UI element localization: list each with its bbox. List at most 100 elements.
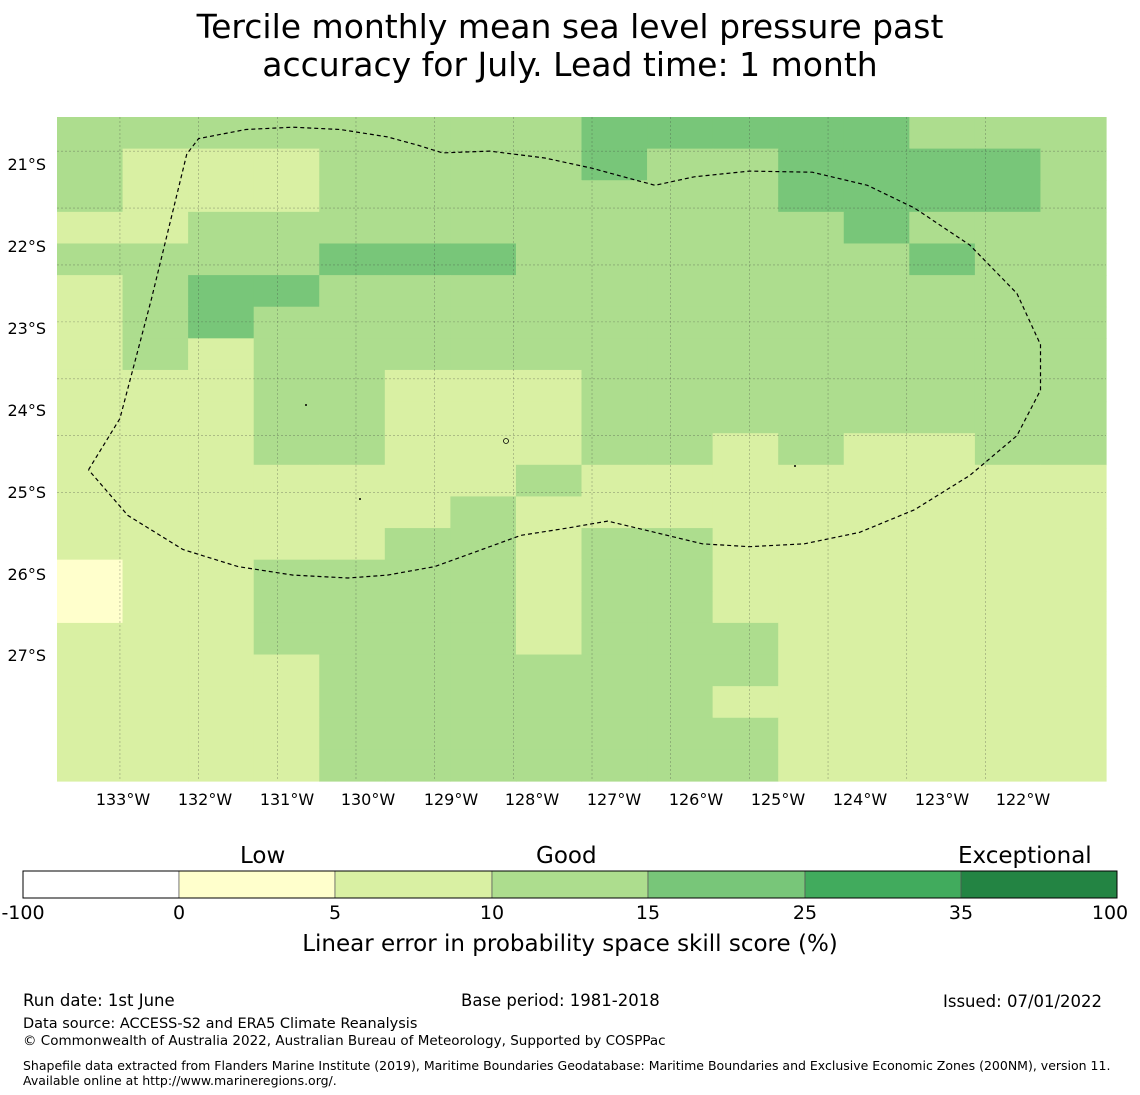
grid-cell <box>843 211 910 245</box>
grid-cell <box>57 338 124 371</box>
grid-cell <box>843 622 910 656</box>
grid-cell <box>843 717 910 750</box>
grid-cell <box>647 338 714 371</box>
grid-cell <box>188 591 255 624</box>
grid-cell <box>253 117 320 150</box>
grid-cell <box>712 559 779 592</box>
grid-cell <box>909 306 976 339</box>
grid-cell <box>57 622 124 656</box>
grid-cell <box>1040 306 1107 339</box>
grid-cell <box>450 686 517 719</box>
title-line-2: accuracy for July. Lead time: 1 month <box>262 45 878 84</box>
grid-cell <box>253 496 320 529</box>
grid-cell <box>515 622 583 656</box>
grid-cell <box>515 749 583 782</box>
lon-label-124w: 124°W <box>832 790 888 809</box>
grid-cell <box>253 275 320 308</box>
data-source: Data source: ACCESS-S2 and ERA5 Climate … <box>23 1016 418 1032</box>
grid-cell <box>319 528 386 561</box>
grid-cell <box>647 528 714 561</box>
grid-cell <box>515 148 583 181</box>
grid-cell <box>515 654 583 687</box>
grid-cell <box>188 686 255 719</box>
colorbar-tick: 35 <box>948 902 974 924</box>
grid-cell <box>122 338 189 371</box>
grid-cell <box>843 654 910 687</box>
grid-cell <box>778 306 845 339</box>
island-marker <box>305 404 307 406</box>
grid-cell <box>843 528 910 561</box>
grid-cell <box>1040 338 1107 371</box>
lat-label-26s: 26°S <box>7 565 46 584</box>
island-markers <box>305 404 796 500</box>
grid-cell <box>384 686 451 719</box>
grid-cell <box>188 433 255 466</box>
colorbar-tick: 25 <box>792 902 818 924</box>
grid-cell <box>450 749 517 782</box>
grid-cell <box>581 243 648 276</box>
grid-cell <box>647 654 714 687</box>
grid-cell <box>647 686 714 719</box>
grid-cell <box>253 654 320 687</box>
grid-cell <box>188 464 255 498</box>
grid-cell <box>122 464 189 498</box>
grid-cell <box>778 591 845 624</box>
grid-cell <box>253 528 320 561</box>
grid-cell <box>515 433 583 466</box>
grid-cell <box>319 496 386 529</box>
grid-cell <box>188 369 255 403</box>
grid-cell <box>57 654 124 687</box>
grid-cell <box>319 243 386 276</box>
grid-cell <box>581 117 648 150</box>
grid-cell <box>712 622 779 656</box>
grid-cell <box>384 243 451 276</box>
grid-cell <box>712 591 779 624</box>
grid-cell <box>319 180 386 213</box>
grid-cell <box>57 401 124 434</box>
grid-cell <box>57 211 124 245</box>
grid-cell <box>57 433 124 466</box>
grid-cell <box>188 338 255 371</box>
grid-cell <box>843 338 910 371</box>
colorbar-tick: 100 <box>1091 902 1129 924</box>
colorbar-tick: 0 <box>172 902 186 924</box>
grid-cell <box>778 622 845 656</box>
grid-cell <box>253 211 320 245</box>
grid-cell <box>450 622 517 656</box>
lon-label-125w: 125°W <box>750 790 806 809</box>
grid-cell <box>384 338 451 371</box>
grid-cell <box>384 148 451 181</box>
grid-cell <box>909 117 976 150</box>
grid-cell <box>647 211 714 245</box>
colorbar-segment <box>178 870 336 899</box>
grid-cell <box>974 275 1042 308</box>
grid-cell <box>122 622 189 656</box>
grid-cell <box>1040 749 1107 782</box>
grid-cell <box>647 148 714 181</box>
grid-cell <box>122 148 189 181</box>
grid-cell <box>57 117 124 150</box>
grid-cell <box>122 180 189 213</box>
grid-cell <box>581 306 648 339</box>
grid-cell <box>122 369 189 403</box>
grid-cell <box>319 464 386 498</box>
grid-cell <box>909 686 976 719</box>
grid-cell <box>1040 622 1107 656</box>
grid-cell <box>974 117 1042 150</box>
grid-cell <box>253 306 320 339</box>
grid-cell <box>122 496 189 529</box>
lon-label-132w: 132°W <box>177 790 233 809</box>
grid-cell <box>122 275 189 308</box>
grid-cell <box>253 148 320 181</box>
grid-cell <box>515 243 583 276</box>
grid-cell <box>778 211 845 245</box>
grid-cell <box>384 559 451 592</box>
grid-cell <box>122 654 189 687</box>
grid-cell <box>909 148 976 181</box>
grid-cell <box>122 749 189 782</box>
base-period: Base period: 1981-2018 <box>461 991 660 1010</box>
grid-cell <box>647 243 714 276</box>
grid-cell <box>647 749 714 782</box>
grid-cell <box>778 686 845 719</box>
grid-cell <box>712 243 779 276</box>
